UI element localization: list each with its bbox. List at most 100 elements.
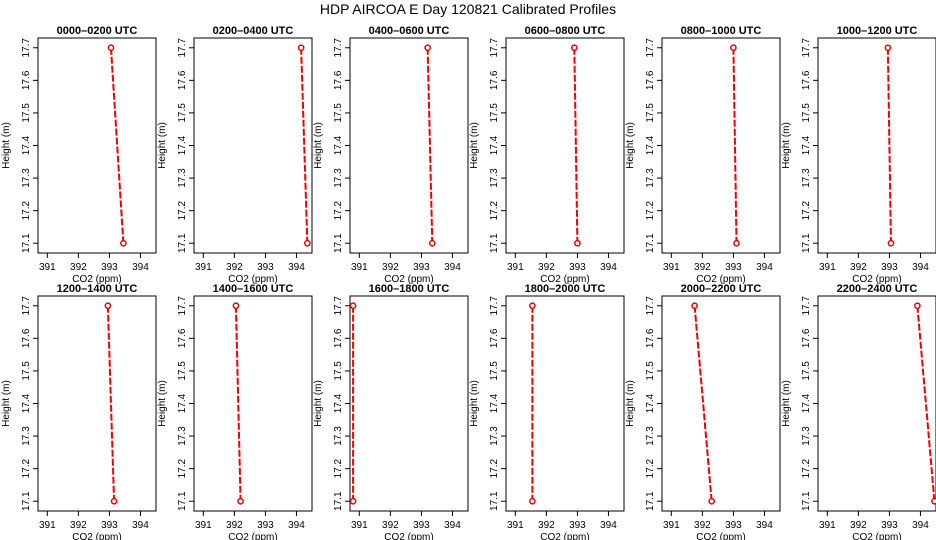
x-tick-label: 391: [819, 520, 836, 531]
y-tick-label: 17.6: [645, 70, 656, 90]
plot-frame: [37, 295, 157, 512]
y-tick-label: 17.5: [489, 361, 500, 381]
y-tick-label: 17.3: [489, 426, 500, 446]
profile-point: [574, 239, 581, 247]
x-tick-label: 393: [413, 262, 430, 273]
plot-frame: [37, 37, 157, 254]
y-tick-label: 17.7: [489, 296, 500, 316]
profile-point: [529, 497, 536, 505]
y-tick-label: 17.6: [801, 70, 812, 90]
x-tick-label: 393: [881, 262, 898, 273]
y-tick-label: 17.3: [333, 168, 344, 188]
y-tick-label: 17.6: [801, 328, 812, 348]
panel-title: 0800–1000 UTC: [681, 25, 762, 37]
x-axis-label: CO2 (ppm): [384, 274, 433, 285]
x-tick-label: 391: [195, 262, 212, 273]
y-tick-label: 17.4: [645, 135, 656, 155]
y-tick-label: 17.4: [333, 135, 344, 155]
profile-panel: 1000–1200 UTC 391 392 393 394 17.1 17.2 17.3 17.…: [781, 25, 936, 285]
x-tick-label: 393: [101, 520, 118, 531]
x-tick-label: 391: [507, 262, 524, 273]
y-axis-label: Height (m): [781, 380, 792, 427]
panel-title: 1000–1200 UTC: [837, 25, 918, 37]
x-tick-label: 393: [101, 262, 118, 273]
y-axis-label: Height (m): [1, 380, 12, 427]
y-tick-label: 17.2: [645, 200, 656, 220]
profile-panel: 1400–1600 UTC 391 392 393 394 17.1 17.2 17.3 17.…: [157, 283, 313, 540]
y-tick-label: 17.3: [801, 426, 812, 446]
profile-panel: 0400–0600 UTC 391 392 393 394 17.1 17.2 17.3 17.…: [313, 25, 469, 285]
x-tick-label: 392: [538, 520, 555, 531]
x-tick-label: 392: [694, 520, 711, 531]
plot-frame: [817, 295, 936, 512]
y-tick-label: 17.3: [177, 426, 188, 446]
profile-line: [106, 305, 116, 502]
x-tick-label: 393: [257, 520, 274, 531]
y-tick-label: 17.2: [489, 200, 500, 220]
profile-panel: 1800–2000 UTC 391 392 393 394 17.1 17.2 17.3 17.…: [469, 283, 625, 540]
panels-grid: 0000–0200 UTC 391 392 393 394 17.1 17.2 17.3 17.…: [1, 25, 936, 540]
panel-title: 0400–0600 UTC: [369, 25, 450, 37]
profile-panel: 2200–2400 UTC 391 392 393 394 17.1 17.2 17.3 17.…: [781, 283, 936, 540]
profile-line: [426, 47, 434, 244]
x-axis-label: CO2 (ppm): [540, 274, 589, 285]
profile-line: [234, 305, 242, 502]
y-axis-label: Height (m): [625, 380, 636, 427]
y-tick-label: 17.6: [489, 328, 500, 348]
profile-panel: 0600–0800 UTC 391 392 393 394 17.1 17.2 17.3 17.…: [469, 25, 625, 285]
y-tick-label: 17.7: [645, 38, 656, 58]
x-tick-label: 393: [881, 520, 898, 531]
x-tick-label: 392: [70, 520, 87, 531]
plot-frame: [661, 295, 781, 512]
x-tick-label: 393: [569, 262, 586, 273]
y-tick-label: 17.1: [645, 233, 656, 253]
y-tick-label: 17.1: [645, 491, 656, 511]
y-tick-label: 17.4: [801, 135, 812, 155]
y-tick-label: 17.3: [489, 168, 500, 188]
x-axis-label: CO2 (ppm): [696, 274, 745, 285]
panel-title: 0200–0400 UTC: [213, 25, 294, 37]
y-tick-label: 17.7: [177, 296, 188, 316]
y-tick-label: 17.6: [21, 328, 32, 348]
y-tick-label: 17.5: [645, 361, 656, 381]
y-tick-label: 17.4: [801, 393, 812, 413]
panel-title: 1200–1400 UTC: [57, 283, 138, 295]
y-tick-label: 17.4: [489, 135, 500, 155]
x-tick-label: 392: [226, 262, 243, 273]
profile-point: [120, 239, 127, 247]
profile-line: [732, 47, 738, 244]
y-tick-label: 17.4: [333, 393, 344, 413]
panel-title: 0000–0200 UTC: [57, 25, 138, 37]
y-tick-label: 17.2: [333, 458, 344, 478]
x-tick-label: 391: [663, 520, 680, 531]
x-tick-label: 394: [912, 520, 929, 531]
x-tick-label: 391: [507, 520, 524, 531]
y-tick-label: 17.1: [489, 233, 500, 253]
y-tick-label: 17.1: [801, 491, 812, 511]
x-tick-label: 392: [850, 262, 867, 273]
x-axis-label: CO2 (ppm): [228, 532, 277, 540]
y-tick-label: 17.6: [333, 328, 344, 348]
profile-panel: 0200–0400 UTC 391 392 393 394 17.1 17.2 17.3 17.…: [157, 25, 313, 285]
panel-title: 2200–2400 UTC: [837, 283, 918, 295]
y-tick-label: 17.3: [645, 426, 656, 446]
profile-line: [693, 305, 713, 502]
plot-frame: [505, 37, 625, 254]
y-tick-label: 17.7: [177, 38, 188, 58]
panel-title: 0600–0800 UTC: [525, 25, 606, 37]
profile-point: [232, 302, 240, 310]
profile-point: [931, 497, 936, 505]
y-tick-label: 17.3: [333, 426, 344, 446]
y-tick-label: 17.7: [489, 38, 500, 58]
profile-line: [109, 47, 125, 244]
profile-line: [300, 47, 309, 244]
plot-frame: [193, 295, 313, 512]
profile-point: [104, 302, 112, 310]
x-axis-label: CO2 (ppm): [384, 532, 433, 540]
x-axis-label: CO2 (ppm): [228, 274, 277, 285]
plot-frame: [193, 37, 313, 254]
x-tick-label: 391: [195, 520, 212, 531]
x-tick-label: 393: [725, 520, 742, 531]
y-tick-label: 17.5: [21, 103, 32, 123]
profile-point: [349, 302, 357, 310]
